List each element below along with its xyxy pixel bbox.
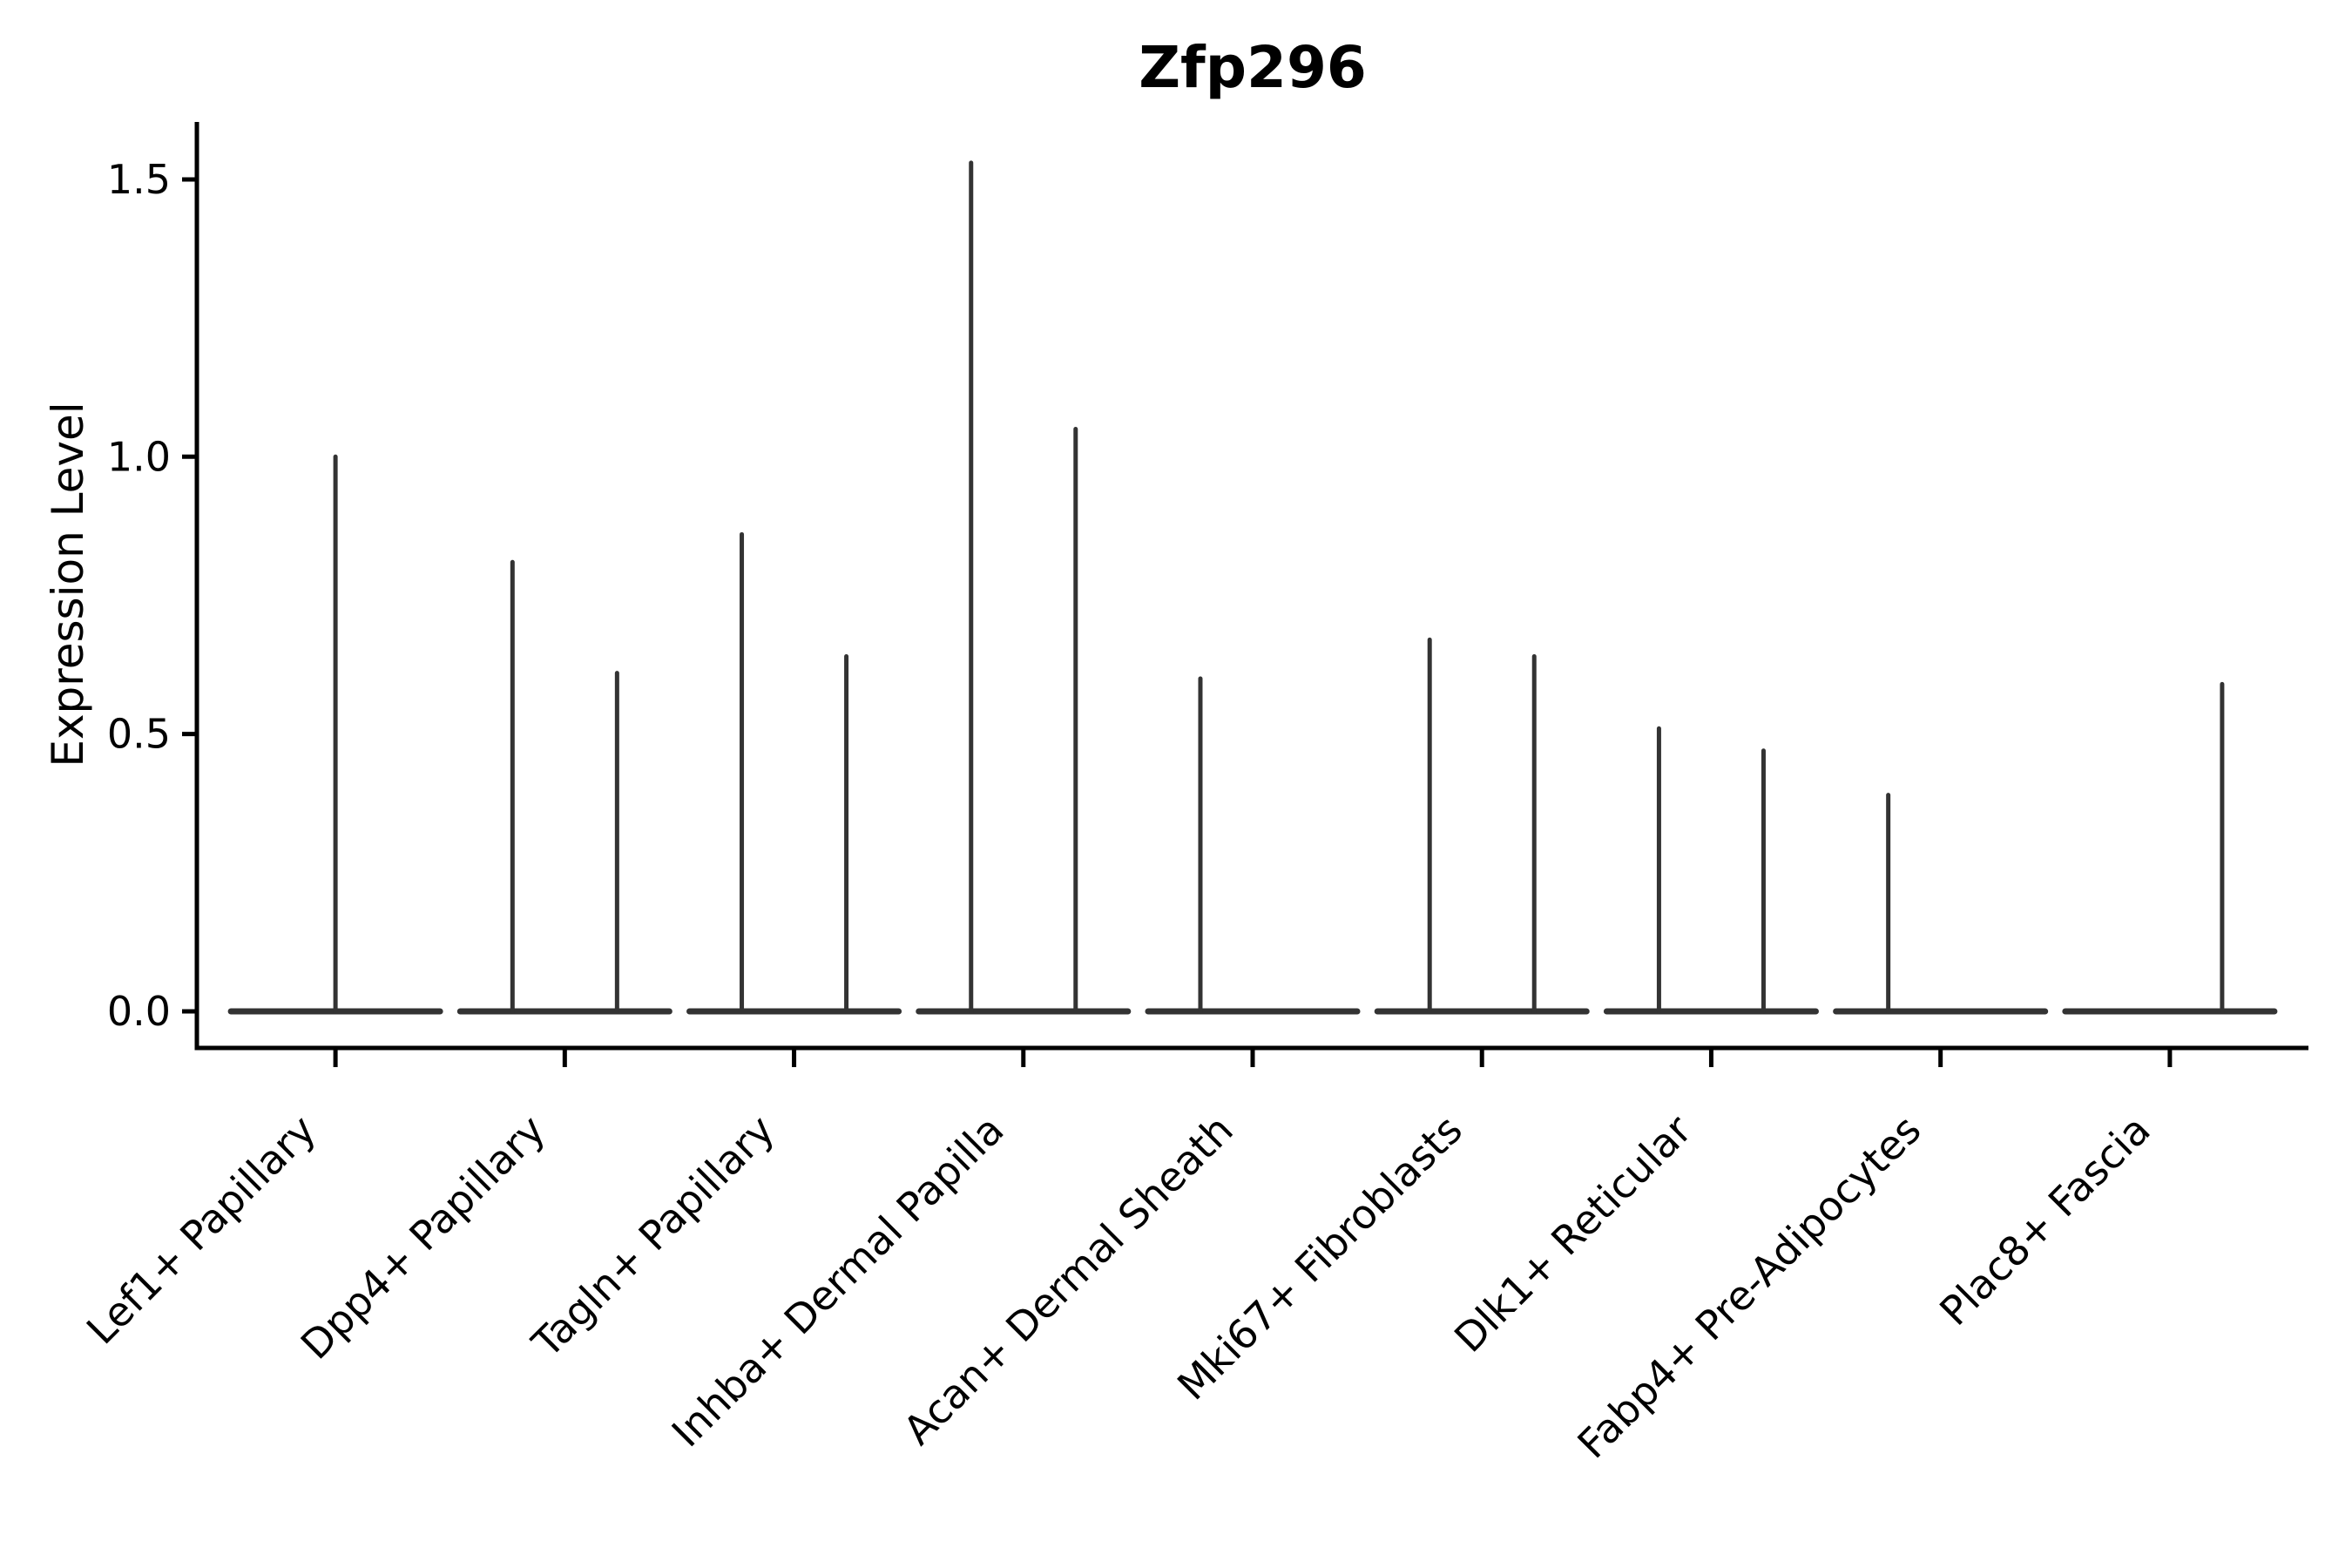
y-tick-label: 1.0: [107, 433, 171, 480]
violin: [1833, 793, 2049, 1015]
violin: [916, 160, 1132, 1015]
y-tick-label: 0.5: [107, 711, 171, 758]
violin: [2062, 681, 2278, 1015]
x-tick-label: Plac8+ Fascia: [1930, 1106, 2159, 1335]
violin: [1374, 637, 1590, 1015]
violin: [1603, 726, 1819, 1015]
violin: [686, 531, 902, 1015]
y-tick-label: 0.0: [107, 988, 171, 1035]
chart-title: Zfp296: [1139, 34, 1367, 101]
violin: [227, 454, 443, 1015]
y-tick-label: 1.5: [107, 156, 171, 203]
x-tick-label: Dpp4+ Papillary: [292, 1106, 554, 1369]
violin: [456, 559, 672, 1015]
y-axis-label: Expression Level: [43, 402, 93, 767]
y-axis-ticks: 0.0 0.5 1.0 1.5: [107, 156, 197, 1035]
violin: [1145, 676, 1361, 1015]
x-tick-label: Lef1+ Papillary: [78, 1106, 325, 1354]
x-tick-label: Dlk1+ Reticular: [1445, 1106, 1700, 1362]
violins: [227, 160, 2278, 1015]
x-tick-label: Tagln+ Papillary: [523, 1106, 784, 1368]
